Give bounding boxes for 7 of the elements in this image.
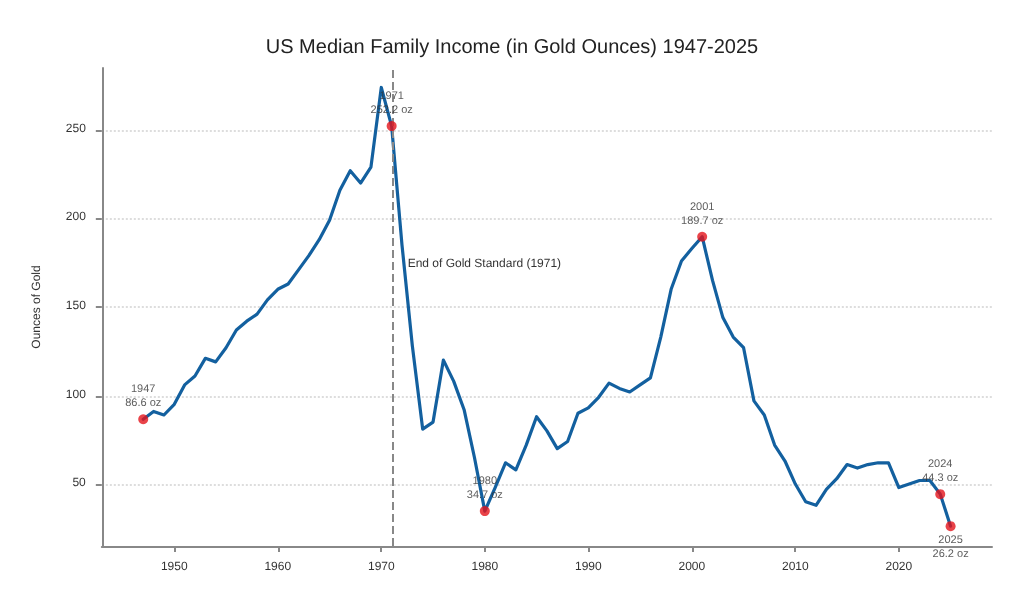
point xyxy=(386,121,397,132)
point xyxy=(935,489,946,500)
point xyxy=(697,231,708,242)
point xyxy=(479,506,490,517)
point xyxy=(945,521,956,532)
point xyxy=(138,414,149,425)
chart-title: US Median Family Income (in Gold Ounces) 1947-2025 xyxy=(265,37,760,59)
